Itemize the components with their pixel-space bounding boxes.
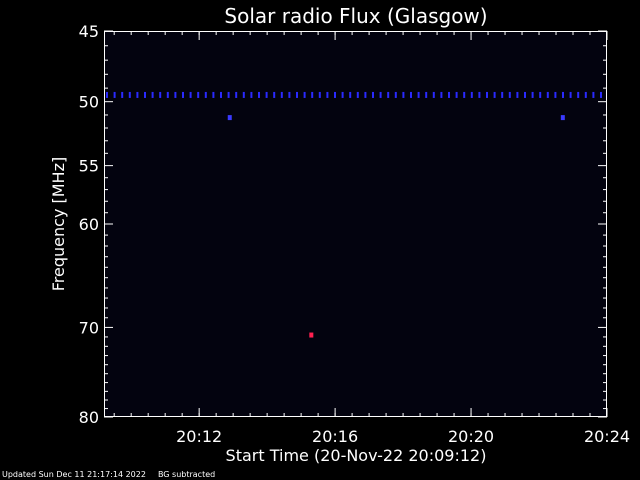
spot-2 [560, 115, 565, 121]
band-dot [318, 91, 321, 98]
band-dot [501, 91, 504, 98]
band-dot [432, 91, 435, 98]
band-dot [220, 91, 222, 98]
band-dot [394, 91, 397, 98]
band-dot [280, 91, 283, 98]
band-dot [584, 91, 587, 98]
band-dot [440, 91, 443, 98]
spectrogram-plot-area [104, 31, 607, 417]
band-dot [387, 91, 390, 98]
band-dot [349, 91, 352, 98]
y-tick-label: 80 [79, 408, 99, 427]
band-dot [212, 91, 215, 98]
band-dot [189, 91, 192, 98]
band-dot [372, 91, 374, 98]
band-dot [379, 91, 382, 98]
band-dot [554, 91, 557, 98]
y-tick-label: 50 [79, 93, 99, 112]
band-dot [417, 91, 420, 98]
band-dot [562, 91, 564, 98]
band-dot [265, 91, 268, 98]
band-dot [128, 91, 131, 98]
band-dot [136, 91, 139, 98]
y-axis: 45 50 55 60 70 80 [79, 22, 607, 427]
background-note: BG subtracted [157, 470, 216, 479]
band-dot [235, 91, 238, 98]
band-dot [493, 91, 496, 98]
spot-3 [309, 332, 314, 338]
band-dot [121, 91, 124, 98]
band-dot [341, 91, 344, 98]
band-dot [113, 91, 116, 98]
band-dot [577, 91, 580, 98]
band-dot [448, 91, 450, 98]
band-dot [106, 91, 108, 98]
band-dot [569, 91, 572, 98]
x-tick-label: 20:24 [584, 427, 630, 446]
updated-timestamp: Updated Sun Dec 11 21:17:14 2022 [2, 470, 146, 479]
band-dot [182, 91, 184, 98]
band-dot [334, 91, 336, 98]
band-dot [364, 91, 367, 98]
y-axis-label: Frequency [MHz] [49, 157, 68, 291]
band-dot [250, 91, 253, 98]
band-dot [516, 91, 519, 98]
band-dot [204, 91, 207, 98]
band-dot [531, 91, 534, 98]
x-axis-label: Start Time (20-Nov-22 20:09:12) [226, 446, 487, 465]
band-dot [546, 91, 549, 98]
y-tick-label: 60 [79, 215, 99, 234]
band-dot [174, 91, 177, 98]
band-dot [463, 91, 466, 98]
x-tick-label: 20:16 [312, 427, 358, 446]
x-tick-label: 20:12 [176, 427, 222, 446]
band-dot [197, 91, 200, 98]
x-axis: 20:12 20:16 20:20 20:24 [113, 31, 630, 446]
footer: Updated Sun Dec 11 21:17:14 2022 BG subtr… [2, 470, 215, 480]
band-dot [410, 91, 412, 98]
band-dot [486, 91, 488, 98]
band-dot [303, 91, 306, 98]
band-dot [258, 91, 260, 98]
x-tick-label: 20:20 [448, 427, 494, 446]
y-tick-label: 55 [79, 157, 99, 176]
spectrogram-features [106, 91, 602, 338]
band-dot [539, 91, 542, 98]
band-dot [227, 91, 230, 98]
band-dot [159, 91, 162, 98]
band-dot [151, 91, 154, 98]
band-dot [524, 91, 526, 98]
band-dot [242, 91, 245, 98]
band-0 [106, 91, 602, 98]
band-dot [296, 91, 298, 98]
band-dot [144, 91, 146, 98]
band-dot [311, 91, 314, 98]
y-tick-label: 70 [79, 318, 99, 337]
y-tick-label: 45 [79, 22, 99, 41]
chart-title: Solar radio Flux (Glasgow) [224, 4, 487, 28]
band-dot [478, 91, 481, 98]
band-dot [273, 91, 276, 98]
spot-1 [227, 115, 232, 121]
band-dot [592, 91, 595, 98]
band-dot [425, 91, 428, 98]
band-dot [402, 91, 405, 98]
band-dot [455, 91, 458, 98]
band-dot [326, 91, 329, 98]
band-dot [166, 91, 169, 98]
band-dot [600, 91, 602, 98]
band-dot [470, 91, 473, 98]
band-dot [288, 91, 291, 98]
band-dot [508, 91, 511, 98]
band-dot [356, 91, 359, 98]
